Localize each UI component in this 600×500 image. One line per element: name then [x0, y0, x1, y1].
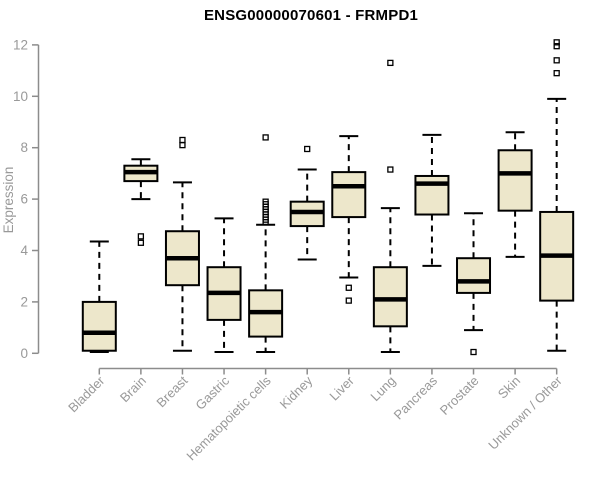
outlier-point: [179, 136, 186, 144]
y-axis-label: Expression: [1, 167, 16, 234]
outlier-point: [553, 70, 560, 77]
outlier-point: [470, 348, 477, 356]
boxplot-unknown-other: [539, 39, 575, 352]
y-tick-label: 4: [20, 243, 28, 258]
iqr-box: [372, 266, 408, 328]
boxplot-pancreas: [414, 133, 450, 267]
y-tick-label: 2: [20, 294, 28, 309]
boxplot-kidney: [289, 145, 325, 261]
boxplot-brain: [123, 158, 159, 246]
iqr-box: [497, 149, 533, 212]
outlier-point: [179, 141, 186, 149]
x-category-label: Unknown / Other: [485, 373, 565, 453]
x-category-label: Gastric: [192, 373, 232, 413]
chart-title: ENSG00000070601 - FRMPD1: [203, 7, 419, 24]
x-category-label: Prostate: [437, 373, 482, 418]
iqr-box: [81, 300, 117, 352]
iqr-box: [331, 171, 367, 219]
boxplot-breast: [164, 136, 200, 352]
outlier-point: [137, 239, 145, 246]
outlier-point: [553, 43, 560, 50]
y-tick-label: 8: [20, 140, 28, 155]
y-tick-label: 10: [13, 89, 28, 104]
x-category-label: Lung: [367, 373, 398, 404]
outlier-point: [553, 39, 560, 46]
x-category-label: Bladder: [65, 373, 108, 416]
y-tick-label: 0: [20, 346, 28, 361]
boxplot-skin: [497, 131, 533, 258]
boxplot-gastric: [206, 217, 242, 354]
x-category-label: Pancreas: [391, 373, 441, 423]
y-tick-label: 6: [20, 192, 28, 207]
outlier-point: [345, 297, 352, 304]
outlier-point: [304, 145, 311, 153]
outlier-point: [262, 198, 269, 205]
boxplot-prostate: [456, 212, 492, 356]
x-category-label: Breast: [153, 373, 190, 410]
boxplot-bladder: [81, 240, 117, 354]
outlier-point: [553, 57, 560, 64]
boxplot-hematopoietic-cells: [248, 134, 284, 354]
boxplot-lung: [372, 59, 408, 354]
iqr-box: [456, 257, 492, 294]
y-tick-label: 12: [13, 37, 28, 52]
outlier-point: [137, 233, 145, 240]
boxplot-liver: [331, 135, 367, 304]
x-category-label: Skin: [495, 373, 523, 401]
x-category-label: Brain: [117, 373, 149, 405]
x-category-label: Kidney: [277, 373, 316, 412]
outlier-point: [387, 59, 394, 67]
outlier-point: [345, 284, 352, 291]
x-category-label: Liver: [326, 373, 357, 404]
outlier-point: [262, 134, 269, 141]
outlier-point: [387, 166, 394, 173]
